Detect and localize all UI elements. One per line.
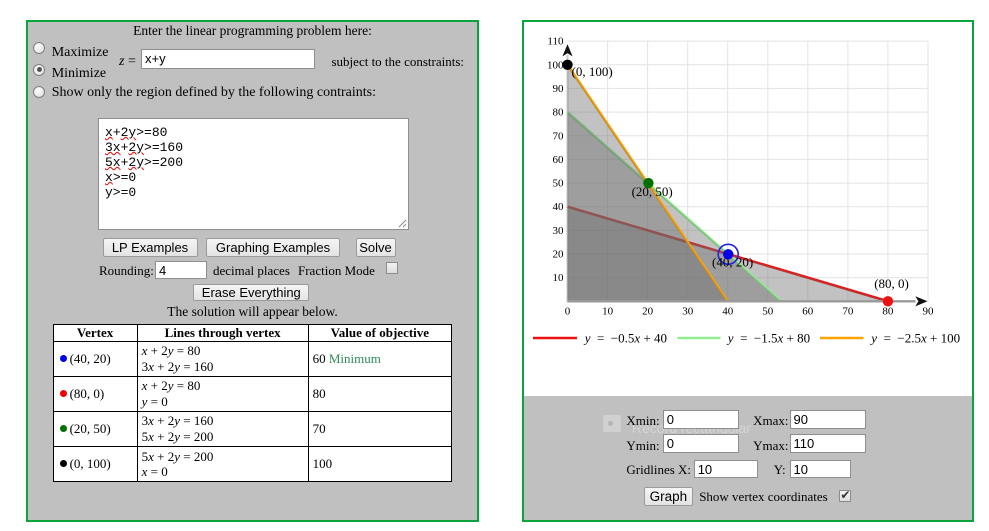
svg-text:70: 70	[842, 306, 854, 318]
svg-text:0: 0	[565, 306, 571, 318]
svg-text:(80, 0): (80, 0)	[874, 276, 909, 291]
svg-text:90: 90	[553, 83, 565, 95]
svg-text:50: 50	[553, 178, 565, 190]
svg-text:80: 80	[553, 107, 565, 119]
svg-text:70: 70	[553, 130, 565, 142]
svg-text:80: 80	[882, 306, 894, 318]
svg-text:40: 40	[722, 306, 734, 318]
svg-text:20: 20	[553, 249, 565, 261]
svg-text:60: 60	[553, 154, 565, 166]
svg-text:90: 90	[923, 306, 935, 318]
svg-text:60: 60	[802, 306, 814, 318]
svg-text:10: 10	[553, 272, 565, 284]
svg-text:y = −1.5x + 80: y = −1.5x + 80	[726, 331, 810, 346]
svg-text:(20, 50): (20, 50)	[632, 184, 673, 199]
svg-text:30: 30	[553, 225, 565, 237]
svg-text:10: 10	[602, 306, 614, 318]
svg-text:40: 40	[553, 201, 565, 213]
svg-text:(40, 20): (40, 20)	[712, 255, 753, 270]
svg-text:30: 30	[682, 306, 694, 318]
svg-text:y = −0.5x + 40: y = −0.5x + 40	[583, 331, 667, 346]
svg-text:(0, 100): (0, 100)	[572, 64, 613, 79]
svg-text:y = −2.5x + 100: y = −2.5x + 100	[869, 331, 960, 346]
svg-text:110: 110	[547, 36, 564, 48]
svg-text:20: 20	[642, 306, 654, 318]
svg-text:100: 100	[547, 59, 564, 71]
svg-text:50: 50	[762, 306, 774, 318]
